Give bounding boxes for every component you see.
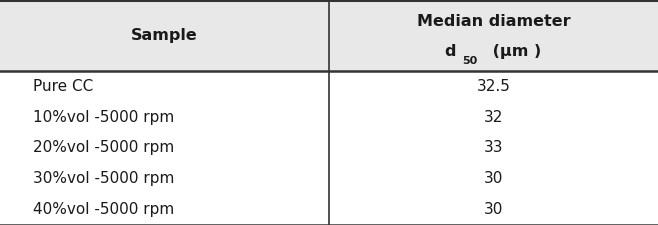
Bar xyxy=(0,133,658,163)
Text: 40%vol -5000 rpm: 40%vol -5000 rpm xyxy=(33,202,174,217)
Text: Sample: Sample xyxy=(131,28,198,43)
Bar xyxy=(0,71,658,102)
Text: 30: 30 xyxy=(484,202,503,217)
Bar xyxy=(0,194,658,225)
Text: 50: 50 xyxy=(463,56,478,66)
Bar xyxy=(0,163,658,194)
Text: 10%vol -5000 rpm: 10%vol -5000 rpm xyxy=(33,110,174,125)
Text: 30: 30 xyxy=(484,171,503,186)
Bar xyxy=(0,102,658,133)
Text: d: d xyxy=(444,43,455,59)
Text: 30%vol -5000 rpm: 30%vol -5000 rpm xyxy=(33,171,174,186)
Text: 20%vol -5000 rpm: 20%vol -5000 rpm xyxy=(33,140,174,155)
Text: 32.5: 32.5 xyxy=(476,79,511,94)
Text: (μm ): (μm ) xyxy=(487,43,541,59)
Text: 33: 33 xyxy=(484,140,503,155)
Text: 32: 32 xyxy=(484,110,503,125)
Text: Pure CC: Pure CC xyxy=(33,79,93,94)
Bar xyxy=(0,0,658,71)
Text: Median diameter: Median diameter xyxy=(417,14,570,29)
